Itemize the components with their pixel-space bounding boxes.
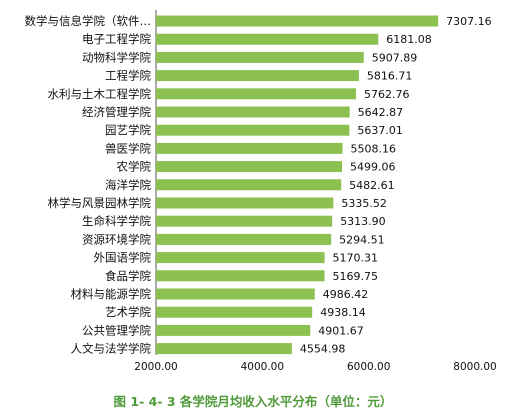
category-label: 数学与信息学院（软件… (25, 14, 152, 28)
bar (156, 88, 357, 100)
x-tick-label: 6000.00 (347, 361, 390, 373)
category-label: 食品学院 (105, 269, 151, 283)
data-label: 5499.06 (350, 161, 396, 174)
bar (156, 179, 342, 191)
data-label: 5313.90 (340, 215, 386, 228)
category-label: 生命科学学院 (82, 214, 151, 228)
category-label: 电子工程学院 (82, 32, 151, 46)
category-label: 资源环境学院 (82, 232, 151, 246)
category-label: 农学院 (117, 160, 152, 174)
bar (156, 233, 332, 245)
category-label: 材料与能源学院 (71, 287, 152, 301)
data-label: 5169.75 (333, 270, 379, 283)
data-label: 5294.51 (339, 233, 385, 246)
category-label: 园艺学院 (105, 123, 151, 137)
category-label: 经济管理学院 (82, 105, 151, 119)
data-label: 5508.16 (351, 142, 397, 155)
category-label: 人文与法学学院 (71, 342, 152, 356)
category-label: 兽医学院 (105, 141, 151, 155)
bar-chart: 数学与信息学院（软件… 7307.16 电子工程学院 6181.08 动物科学学院 590… (25, 10, 497, 373)
bar (156, 142, 343, 154)
data-label: 5482.61 (349, 179, 395, 192)
category-label: 公共管理学院 (82, 323, 151, 337)
x-tick-label: 4000.00 (241, 361, 284, 373)
bar (156, 306, 313, 318)
data-label: 5642.87 (358, 106, 404, 119)
bar (156, 15, 439, 27)
bar (156, 51, 364, 63)
category-label: 海洋学院 (105, 178, 151, 192)
bar (156, 252, 325, 264)
data-label: 4901.67 (318, 324, 364, 337)
bar (156, 70, 359, 82)
data-label: 5170.31 (333, 252, 379, 265)
data-label: 5335.52 (341, 197, 387, 210)
category-label: 林学与风景园林学院 (48, 196, 152, 210)
bar (156, 270, 325, 282)
category-label: 外国语学院 (94, 251, 152, 265)
data-label: 4554.98 (300, 343, 346, 356)
figure-caption: 图 1- 4- 3 各学院月均收入水平分布（单位：元） (113, 394, 393, 409)
data-label: 4986.42 (323, 288, 369, 301)
x-tick-label: 2000.00 (134, 361, 177, 373)
bar (156, 106, 350, 118)
data-label: 5637.01 (357, 124, 403, 137)
data-label: 7307.16 (446, 15, 492, 28)
category-label: 艺术学院 (105, 305, 151, 319)
bar (156, 33, 379, 45)
data-label: 6181.08 (386, 33, 432, 46)
category-label: 工程学院 (105, 69, 151, 83)
category-label: 动物科学学院 (82, 50, 151, 64)
bar (156, 343, 292, 355)
bar (156, 324, 311, 336)
bar (156, 288, 315, 300)
bar (156, 215, 333, 227)
bar (156, 197, 334, 209)
data-label: 4938.14 (320, 306, 366, 319)
bar (156, 161, 343, 173)
data-label: 5907.89 (372, 51, 418, 64)
x-tick-label: 8000.00 (453, 361, 496, 373)
category-label: 水利与土木工程学院 (48, 87, 152, 101)
bar (156, 124, 350, 136)
data-label: 5816.71 (367, 70, 413, 83)
data-label: 5762.76 (364, 88, 410, 101)
